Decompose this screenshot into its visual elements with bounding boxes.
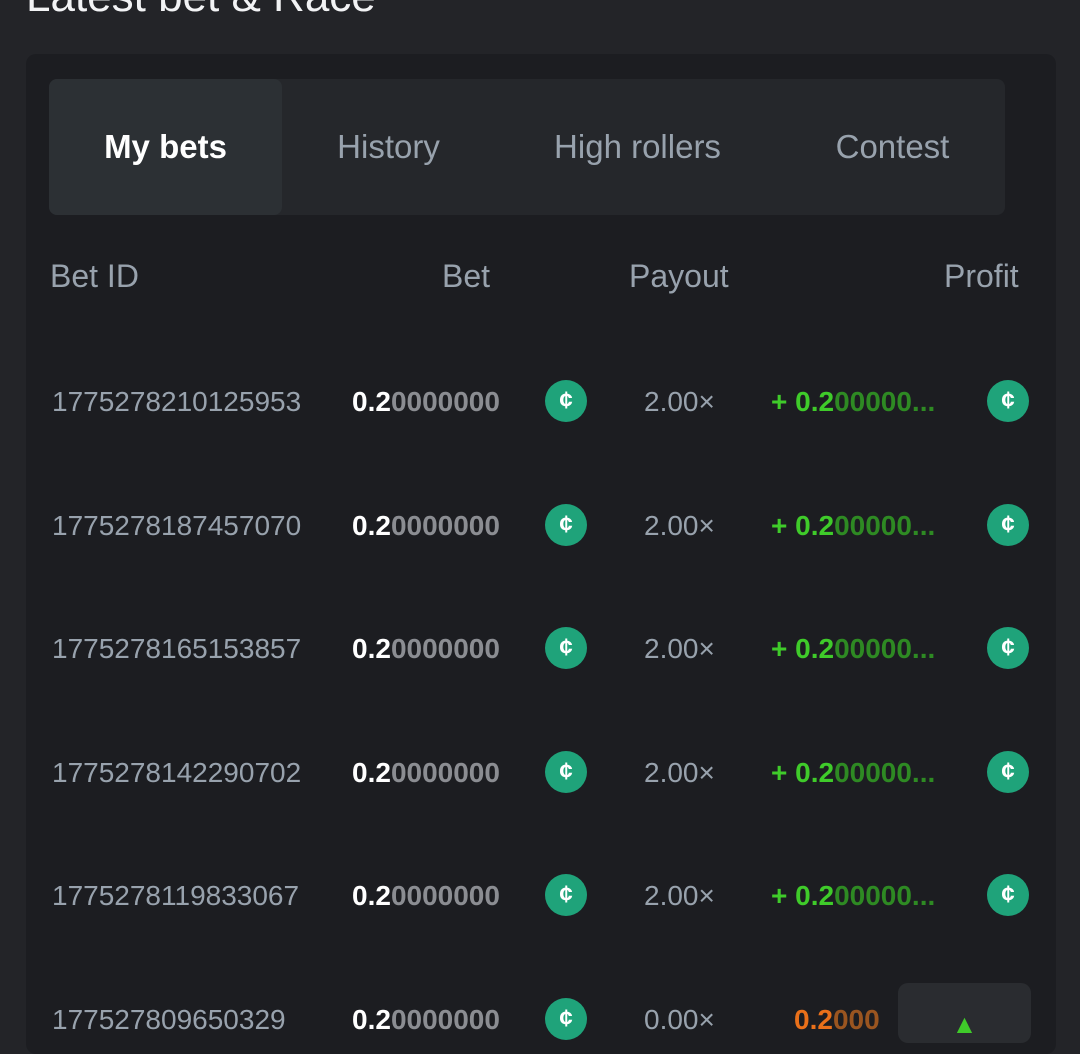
bet-id[interactable]: 1775278142290702 [52,756,302,788]
bet-amount: 0.20000000 [352,386,500,418]
tab-my-bets[interactable]: My bets [49,79,282,215]
bet-amount-rest: 0000000 [390,633,500,664]
chevron-up-icon: ▲ [951,1009,978,1039]
bet-amount: 0.20000000 [352,633,500,665]
payout: 2.00× [644,756,715,788]
bet-amount-main: 0.2 [352,633,391,664]
bc-coin-icon: ¢ [545,503,587,546]
profit-amount: + 0.200000... [771,386,935,418]
profit-rest: 00000... [834,386,936,417]
tab-contest[interactable]: Contest [835,128,950,165]
profit-main: 0.2 [794,1003,833,1035]
bet-id[interactable]: 1775278119833067 [52,880,300,911]
payout: 2.00× [644,386,715,417]
bet-amount: 0.20000000 [352,510,500,542]
col-payout: Payout [629,258,729,294]
bet-amount-main: 0.2 [352,880,391,911]
profit-main: + 0.2 [771,633,835,664]
profit-amount: + 0.200000... [771,880,935,912]
payout: 2.00× [644,633,715,664]
bc-coin-icon: ¢ [545,874,587,916]
tab-history[interactable]: History [337,128,440,165]
bc-coin-icon: ¢ [545,997,587,1040]
payout: 2.00× [644,880,715,911]
bc-coin-icon: ¢ [987,874,1029,916]
profit-main: + 0.2 [771,386,835,417]
bet-id[interactable]: 1775278187457070 [52,509,302,541]
bc-coin-icon: ¢ [545,380,587,422]
payout: 0.00× [644,1003,715,1035]
bet-amount-rest: 0000000 [390,880,500,911]
table-row[interactable]: 1775278187457070 0.20000000 ¢ 2.00× + 0.… [26,496,1056,556]
profit-amount: + 0.200000... [771,510,935,542]
tab-high-rollers[interactable]: High rollers [554,128,721,165]
col-bet: Bet [442,258,491,294]
bet-amount-main: 0.2 [352,509,391,541]
profit-rest: 00000... [834,880,936,911]
bets-card: My bets History High rollers Contest Bet… [26,54,1056,1054]
profit-rest: 00000... [834,756,936,788]
bet-amount-main: 0.2 [352,756,391,788]
bet-amount: 0.20000000 [352,757,500,789]
bet-id[interactable]: 177527809650329 [52,1003,286,1035]
tab-bar: My bets History High rollers Contest [49,79,1005,215]
bc-coin-icon: ¢ [987,503,1029,546]
table-row[interactable]: 1775278165153857 0.20000000 ¢ 2.00× + 0.… [26,619,1056,679]
profit-rest: 00000... [834,509,936,541]
table-row[interactable]: 1775278119833067 0.20000000 ¢ 2.00× + 0.… [26,866,1056,926]
payout: 2.00× [644,509,715,541]
profit-amount: 0.2000 [794,1004,880,1036]
table-row[interactable]: 1775278142290702 0.20000000 ¢ 2.00× + 0.… [26,743,1056,803]
bc-coin-icon: ¢ [987,750,1029,793]
bet-id[interactable]: 1775278165153857 [52,633,302,664]
bet-amount-rest: 0000000 [390,756,500,788]
col-bet-id: Bet ID [50,258,139,294]
profit-main: + 0.2 [771,880,835,911]
col-profit: Profit [944,258,1019,294]
scroll-top-button[interactable]: ▲ [898,983,1031,1043]
profit-main: + 0.2 [771,756,835,788]
profit-amount: + 0.200000... [771,757,935,789]
bet-amount-rest: 0000000 [390,509,500,541]
bet-amount: 0.20000000 [352,1004,500,1036]
bc-coin-icon: ¢ [545,627,587,669]
bet-id[interactable]: 1775278210125953 [52,386,302,417]
table-row[interactable]: 1775278210125953 0.20000000 ¢ 2.00× + 0.… [26,372,1056,432]
bet-amount-main: 0.2 [352,1003,391,1035]
bet-amount-rest: 0000000 [390,1003,500,1035]
bc-coin-icon: ¢ [545,750,587,793]
bet-amount: 0.20000000 [352,880,500,912]
bet-amount-main: 0.2 [352,386,391,417]
bet-amount-rest: 0000000 [390,386,500,417]
section-title: Latest bet & Race [26,0,376,22]
profit-main: + 0.2 [771,509,835,541]
profit-rest: 000 [832,1003,880,1035]
bc-coin-icon: ¢ [987,380,1029,422]
bc-coin-icon: ¢ [987,627,1029,669]
profit-amount: + 0.200000... [771,633,935,665]
profit-rest: 00000... [834,633,936,664]
